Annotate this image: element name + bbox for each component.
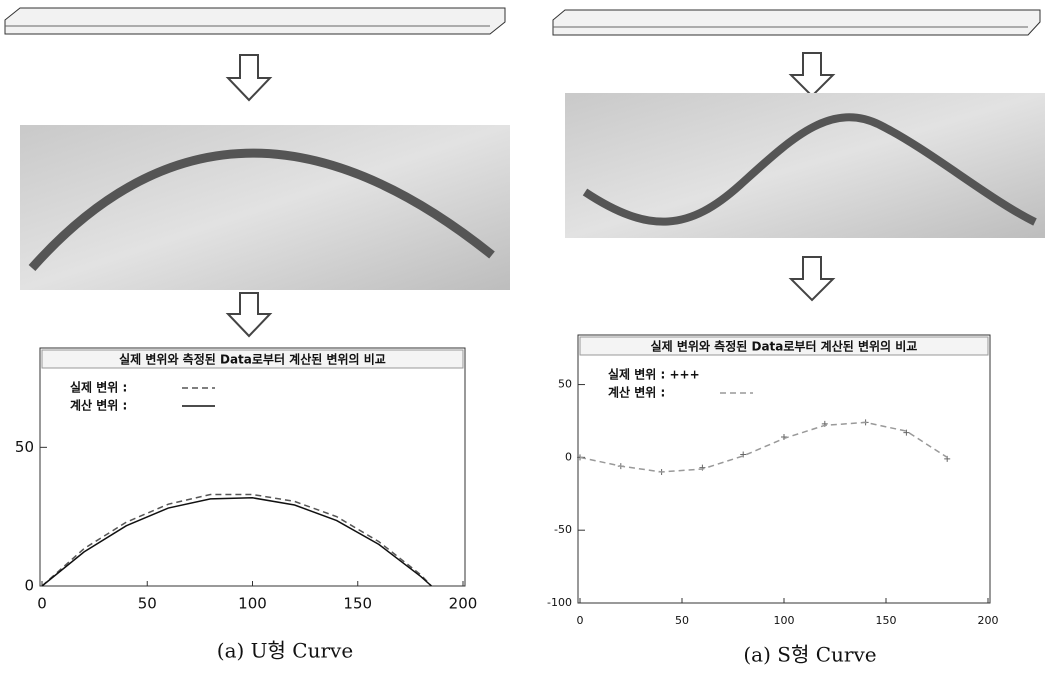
x-tick-label: 50: [138, 595, 157, 613]
flat-rod: [552, 9, 1041, 36]
x-tick-label: 50: [675, 614, 689, 627]
data-point: [740, 451, 747, 458]
caption: (a) S형 Curve: [743, 643, 876, 667]
bent-rod: [582, 113, 1037, 226]
y-tick-label: 50: [15, 438, 34, 456]
title-band: [41, 349, 464, 369]
y-tick-label: 50: [558, 378, 572, 391]
y-tick-label: 0: [24, 577, 34, 595]
legend-label: 계산 변위 :: [70, 398, 127, 413]
x-tick-label: 150: [876, 614, 897, 627]
data-line: [41, 493, 432, 587]
y-tick-label: -50: [554, 523, 572, 536]
data-line: [579, 421, 948, 473]
legend-label: 실제 변위 :: [70, 380, 127, 395]
bent-rod: [28, 148, 495, 271]
photo: [565, 93, 1045, 238]
caption: (a) U형 Curve: [217, 639, 353, 663]
x-tick-label: 100: [238, 595, 267, 613]
legend-label: 실제 변위 : +++: [608, 367, 700, 382]
data-line: [41, 497, 432, 587]
flat-rod: [4, 7, 506, 35]
arrow: [225, 54, 273, 102]
chart-title: 실제 변위와 측정된 Data로부터 계산된 변위의 비교: [651, 339, 918, 354]
title-band: [579, 336, 989, 356]
x-tick-label: 200: [978, 614, 999, 627]
data-point: [903, 429, 910, 436]
x-tick-label: 150: [343, 595, 372, 613]
x-tick-label: 200: [449, 595, 478, 613]
arrow: [788, 256, 836, 302]
arrow: [225, 292, 273, 338]
x-tick-label: 100: [774, 614, 795, 627]
y-tick-label: 0: [565, 450, 572, 463]
chart-title: 실제 변위와 측정된 Data로부터 계산된 변위의 비교: [119, 352, 386, 367]
x-tick-label: 0: [577, 614, 584, 627]
x-tick-label: 0: [37, 595, 47, 613]
y-tick-label: -100: [547, 596, 572, 609]
arrow: [788, 52, 836, 98]
legend-label: 계산 변위 :: [608, 385, 665, 400]
